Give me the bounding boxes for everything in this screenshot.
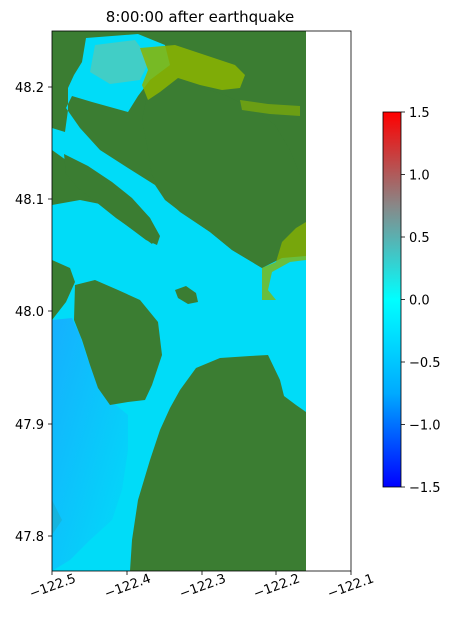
x-tick-label: −122.3: [178, 571, 228, 602]
east-mainland: [142, 70, 306, 268]
y-tick-label: 48.0: [15, 305, 44, 320]
map-image: [52, 31, 306, 571]
kitsap-peninsula: [74, 280, 162, 405]
shore-strip-east: [262, 222, 306, 300]
plot-area: −122.5 −122.4 −122.3 −122.2 −122.1 47.8 …: [15, 30, 376, 602]
colorbar-tick-label: 0.0: [409, 294, 430, 309]
upper-bay-shading: [90, 40, 150, 84]
tidal-flats: [140, 45, 245, 100]
colorbar-ticks: −1.5 −1.0 −0.5 0.0 0.5 1.0 1.5: [401, 106, 441, 496]
colorbar: −1.5 −1.0 −0.5 0.0 0.5 1.0 1.5: [382, 106, 441, 496]
colorbar-tick-label: 0.5: [409, 231, 430, 246]
colorbar-tick-label: −0.5: [409, 356, 441, 371]
x-axis: −122.5 −122.4 −122.3 −122.2 −122.1: [28, 571, 376, 602]
x-tick-label: −122.1: [326, 571, 376, 602]
small-island: [175, 286, 198, 304]
x-tick-label: −122.4: [103, 571, 153, 602]
y-tick-label: 47.8: [15, 530, 44, 545]
plot-frame: [51, 30, 352, 572]
y-tick-label: 48.2: [15, 81, 44, 96]
colorbar-tick-label: 1.5: [409, 106, 430, 121]
x-tick-label: −122.2: [252, 571, 302, 602]
colorbar-tick-label: −1.0: [409, 419, 441, 434]
x-tick-label: −122.5: [28, 571, 78, 602]
whidbey-spit: [64, 154, 158, 244]
shore-strip-river: [240, 100, 300, 116]
colorbar-tick-label: −1.5: [409, 481, 441, 496]
colorbar-tick-label: 1.0: [409, 169, 430, 184]
y-tick-label: 47.9: [15, 418, 44, 433]
deep-water-region: [52, 318, 128, 571]
y-tick-label: 48.1: [15, 193, 44, 208]
y-axis: 47.8 47.9 48.0 48.1 48.2: [15, 81, 52, 545]
colorbar-gradient: [382, 111, 402, 488]
chart-title: 8:00:00 after earthquake: [106, 8, 294, 26]
